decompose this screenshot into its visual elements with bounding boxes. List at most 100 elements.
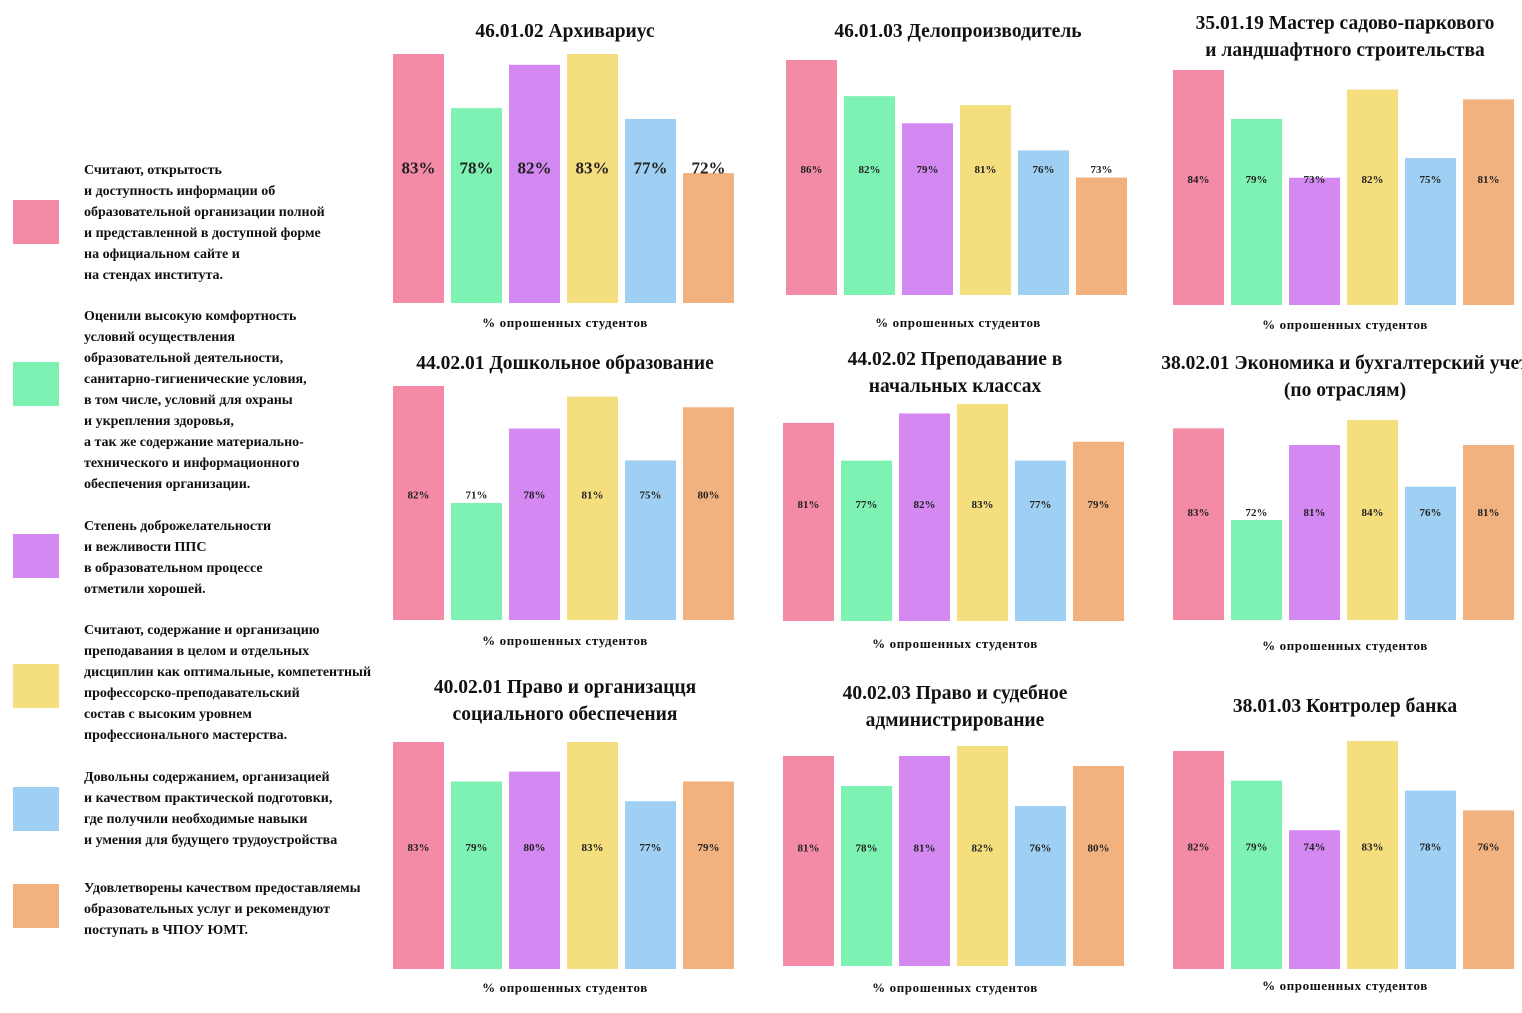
bar bbox=[1463, 445, 1514, 620]
bar bbox=[1076, 177, 1127, 295]
chart-social-security-law: 40.02.01 Право и организацця социального… bbox=[380, 674, 750, 995]
bar bbox=[1015, 806, 1066, 966]
bar bbox=[1231, 520, 1282, 620]
data-label: 77% bbox=[634, 159, 668, 178]
data-label: 78% bbox=[524, 489, 546, 501]
legend-text: Оценили высокую комфортность условий осу… bbox=[84, 309, 307, 492]
data-label: 82% bbox=[1362, 174, 1384, 186]
data-label: 81% bbox=[975, 164, 997, 176]
chart-title: 44.02.01 Дошкольное образование bbox=[416, 353, 714, 374]
data-label: 82% bbox=[1188, 841, 1210, 853]
bar bbox=[1405, 790, 1456, 969]
data-label: 73% bbox=[1091, 164, 1113, 176]
bar bbox=[683, 173, 734, 303]
x-axis-label: % опрошенных студентов bbox=[872, 980, 1038, 995]
data-label: 73% bbox=[1304, 174, 1326, 186]
data-label: 82% bbox=[859, 164, 881, 176]
bar bbox=[1073, 441, 1124, 621]
bar bbox=[1347, 741, 1398, 969]
bar-plot: 86% 82% 79% 81% 76% 73% bbox=[786, 60, 1127, 296]
x-axis-label: % опрошенных студентов bbox=[482, 980, 648, 995]
data-label: 80% bbox=[698, 489, 720, 501]
data-label: 76% bbox=[1420, 507, 1442, 519]
bar-plot: 81% 77% 82% 83% 77% 79% bbox=[783, 404, 1124, 621]
bar bbox=[783, 422, 834, 621]
bar-plot: 82% 79% 74% 83% 78% 76% bbox=[1173, 741, 1514, 969]
data-label: 81% bbox=[798, 499, 820, 511]
bar bbox=[1173, 750, 1224, 969]
bar bbox=[1463, 810, 1514, 969]
data-label: 81% bbox=[798, 843, 820, 855]
x-axis-label: % опрошенных студентов bbox=[482, 315, 648, 330]
legend-text: Удовлетворены качеством предоставляемы о… bbox=[84, 881, 361, 938]
legend-swatch bbox=[13, 884, 59, 928]
data-label: 83% bbox=[402, 159, 436, 178]
bar bbox=[1231, 118, 1282, 305]
data-label: 79% bbox=[1246, 174, 1268, 186]
bar bbox=[957, 404, 1008, 621]
bar bbox=[625, 801, 676, 969]
data-label: 71% bbox=[466, 489, 488, 501]
bar bbox=[393, 386, 444, 620]
data-label: 82% bbox=[518, 159, 552, 178]
bar bbox=[902, 123, 953, 296]
bar bbox=[393, 54, 444, 303]
bar bbox=[625, 118, 676, 304]
data-label: 83% bbox=[408, 842, 430, 854]
legend-text: Степень доброжелательности и вежливости … bbox=[84, 519, 272, 597]
bar bbox=[567, 54, 618, 303]
chart-bank-controller: 38.01.03 Контролер банка 82% 79% 74% 83% 78%… bbox=[1160, 693, 1522, 1013]
chart-title: 44.02.02 Преподавание в начальных класса… bbox=[847, 349, 1063, 397]
x-axis-label: % опрошенных студентов bbox=[482, 633, 648, 648]
bar bbox=[451, 503, 502, 620]
bar bbox=[1173, 70, 1224, 305]
bar-plot: 83% 78% 82% 83% 77% 72% bbox=[393, 54, 734, 304]
chart-clerk: 46.01.03 Делопроизводитель 86% 82% 79% 81% 7… bbox=[773, 18, 1143, 338]
bar bbox=[567, 742, 618, 969]
data-label: 79% bbox=[466, 842, 488, 854]
bar bbox=[957, 746, 1008, 966]
bar bbox=[1289, 177, 1340, 305]
data-label: 82% bbox=[914, 499, 936, 511]
data-label: 76% bbox=[1478, 841, 1500, 853]
data-label: 81% bbox=[1478, 507, 1500, 519]
bar bbox=[451, 781, 502, 969]
data-label: 76% bbox=[1030, 843, 1052, 855]
data-label: 83% bbox=[972, 499, 994, 511]
bar bbox=[393, 742, 444, 969]
data-label: 75% bbox=[640, 489, 662, 501]
chart-economics-accounting: 38.02.01 Экономика и бухгалтерский учет … bbox=[1160, 350, 1522, 670]
data-label: 84% bbox=[1188, 174, 1210, 186]
legend-swatch bbox=[13, 200, 59, 244]
x-axis-label: % опрошенных студентов bbox=[1262, 638, 1428, 653]
legend-swatch bbox=[13, 787, 59, 831]
legend-text: Считают, содержание и организацию препод… bbox=[84, 623, 372, 743]
bar bbox=[841, 460, 892, 621]
chart-primary-teaching: 44.02.02 Преподавание в начальных класса… bbox=[770, 346, 1140, 666]
data-label: 81% bbox=[1478, 174, 1500, 186]
chart-title: 38.01.03 Контролер банка bbox=[1232, 696, 1458, 717]
x-axis-label: % опрошенных студентов bbox=[1262, 978, 1428, 993]
data-label: 81% bbox=[914, 843, 936, 855]
bar bbox=[899, 756, 950, 966]
chart-judicial-administration: 40.02.03 Право и судебное администрирова… bbox=[770, 680, 1140, 1000]
chart-title: 46.01.03 Делопроизводитель bbox=[834, 21, 1082, 42]
chart-title: 38.02.01 Экономика и бухгалтерский учет … bbox=[1161, 353, 1522, 401]
x-axis-label: % опрошенных студентов bbox=[1262, 317, 1428, 332]
data-label: 82% bbox=[972, 843, 994, 855]
bar bbox=[1015, 460, 1066, 621]
chart-title: 40.02.01 Право и организацця социального… bbox=[433, 677, 697, 725]
bar bbox=[509, 771, 560, 969]
data-label: 81% bbox=[1304, 507, 1326, 519]
bar bbox=[567, 396, 618, 620]
data-label: 77% bbox=[856, 499, 878, 511]
bar bbox=[1231, 780, 1282, 969]
x-axis-label: % опрошенных студентов bbox=[872, 636, 1038, 651]
data-label: 81% bbox=[582, 489, 604, 501]
data-label: 72% bbox=[1246, 507, 1268, 519]
legend-swatch bbox=[13, 534, 59, 578]
legend-text: Считают, открытость и доступность информ… bbox=[84, 163, 325, 283]
bar bbox=[683, 781, 734, 969]
data-label: 83% bbox=[576, 159, 610, 178]
bar bbox=[1405, 158, 1456, 305]
